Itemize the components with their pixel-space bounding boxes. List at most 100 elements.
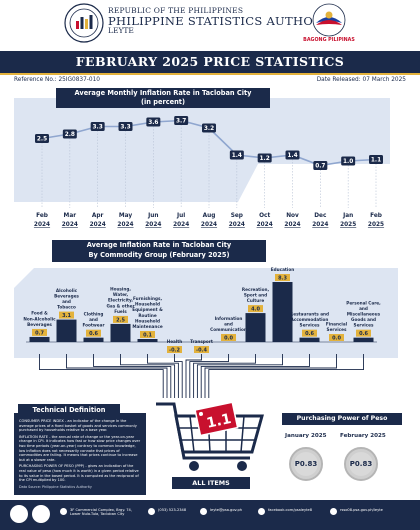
bar-chart-bar: [83, 337, 104, 342]
globe-icon: [330, 508, 337, 515]
bar-chart-value-label: -0.2: [169, 348, 180, 354]
bar-chart-title-line-1: Average Inflation Rate in Tacloban City: [86, 241, 232, 249]
bar-chart-title-line-2: By Commodity Group (February 2025): [88, 250, 230, 259]
bar-chart-value-badge: [194, 346, 209, 353]
bar-chart-value-badge: [329, 334, 344, 341]
line-chart-value-badge: [174, 116, 189, 125]
bar-chart-bar: [56, 319, 77, 342]
bar-chart-connector-line: [193, 354, 256, 398]
footer: 3F Commercial Complex, Brgy. 74, Lower N…: [0, 500, 420, 530]
bar-chart-value-badge: [248, 305, 263, 313]
bagong-pilipinas-logo-icon: [312, 3, 346, 37]
bar-chart-connector-line: [200, 354, 310, 398]
monthly-inflation-line-chart: 2.52.83.3 3.33.6 3.73.21.4 1.2 1.40.71.0 1.1 …: [0, 84, 420, 236]
line-chart-value-badge: [257, 153, 272, 163]
footer-email[interactable]: leyte@psa.gov.ph: [210, 508, 243, 512]
title-underline: [0, 73, 420, 75]
bar-chart-category-label: Housing, Water, Electricity, Gas & other Fue…: [106, 287, 135, 314]
ppp-february-coin: P0.83: [344, 447, 378, 481]
bar-chart-value-badge: [356, 329, 371, 337]
bar-chart-category-label: Food & Non-Alcoholic Beverages: [23, 311, 56, 327]
line-chart-value-badge: [90, 122, 105, 131]
partner-logo-text: BAGONG PILIPINAS: [303, 38, 355, 43]
bar-chart-connector-line: [147, 354, 179, 398]
bar-chart-connector-line: [120, 354, 176, 398]
line-chart-year-label: 2024: [257, 222, 273, 228]
bar-chart-value-label: 0.1: [143, 333, 152, 339]
definition-cpi: CONSUMER PRICE INDEX - an indicator of t…: [19, 419, 137, 433]
line-chart-year-label: 2024: [145, 222, 161, 228]
header-line-1: REPUBLIC OF THE PHILIPPINES: [108, 6, 244, 15]
psa-footer-logo-icon: [10, 505, 28, 523]
line-chart-month-label: Sep: [231, 213, 243, 219]
line-chart-month-label: Aug: [203, 213, 216, 219]
all-items-inflation-value: 1.1: [205, 411, 233, 432]
email-icon: [200, 508, 207, 515]
line-chart-value-badge: [202, 123, 216, 133]
bar-chart-bar: [353, 337, 374, 342]
bar-chart-connector-line: [93, 354, 172, 398]
bagong-pilipinas-footer-logo-icon: [32, 505, 50, 523]
line-chart-value-badge: [35, 134, 49, 143]
line-chart-value-badge: [146, 117, 161, 127]
bar-chart-title: Average Inflation Rate in Tacloban City …: [52, 240, 266, 262]
bar-chart-value-label: 0.6: [305, 331, 314, 337]
line-chart-value-label: 3.2: [204, 126, 214, 132]
line-chart-month-label: May: [119, 213, 133, 219]
footer-website[interactable]: rsso08.psa.gov.ph/leyte: [340, 508, 383, 512]
psa-seal-icon: [64, 3, 104, 43]
ppp-february-label: February 2025: [340, 433, 386, 439]
bar-chart-bar: [299, 337, 320, 342]
header: REPUBLIC OF THE PHILIPPINES PHILIPPINE S…: [0, 0, 420, 50]
line-chart-value-label: 2.8: [65, 132, 75, 138]
line-chart-value-badge: [62, 129, 77, 139]
location-pin-icon: [60, 508, 67, 515]
facebook-icon: [258, 508, 265, 515]
footer-address: 3F Commercial Complex, Brgy. 74, Lower N…: [70, 508, 132, 517]
line-chart-month-label: Jan: [342, 213, 353, 219]
bar-chart-connector-line: [66, 354, 168, 398]
bar-chart-category-label: Restaurants and Accommodation Services: [290, 311, 329, 327]
line-chart-year-label: 2024: [117, 222, 133, 228]
line-chart-month-label: Oct: [259, 213, 270, 219]
bar-chart-connector-line: [189, 354, 229, 398]
line-chart-value-badge: [341, 156, 356, 166]
bar-chart-value-badge: [275, 274, 290, 281]
bar-chart-connector-line: [39, 354, 164, 398]
bar-chart-value-label: 0.0: [224, 336, 233, 342]
line-chart-title-line-1: Average Monthly Inflation Rate in Taclob…: [74, 89, 252, 97]
bar-chart-value-label: 0.7: [35, 330, 44, 336]
footer-phone: (053) 523-2348: [158, 508, 187, 512]
line-chart-value-label: 1.0: [343, 159, 353, 165]
line-chart-value-badge: [229, 150, 244, 160]
bar-chart-value-label: 0.6: [359, 331, 368, 337]
line-chart-year-label: 2025: [368, 222, 384, 228]
bar-chart-connector-line: [204, 354, 337, 398]
line-chart-month-label: Nov: [286, 213, 299, 219]
bar-chart-value-label: 4.0: [251, 307, 260, 313]
bar-chart-bar: [29, 336, 50, 342]
bar-chart-value-badge: [302, 329, 317, 337]
bar-chart-connector-line: [185, 354, 202, 398]
bar-chart-category-label: Transport: [190, 339, 213, 344]
bar-chart-value-label: 3.1: [62, 313, 71, 319]
bar-chart-connector-line: [174, 354, 183, 398]
line-chart-year-label: 2024: [90, 222, 106, 228]
bar-chart-value-label: 2.5: [116, 317, 125, 323]
line-chart-year-label: 2025: [340, 222, 356, 228]
bar-chart-category-label: Alcoholic Beverages and Tobacco: [54, 288, 79, 310]
phone-icon: [148, 508, 155, 515]
bar-chart-value-badge: [59, 311, 74, 319]
technical-definition-box: CONSUMER PRICE INDEX - an indicator of t…: [14, 413, 146, 495]
line-chart-title: Average Monthly Inflation Rate in Taclob…: [56, 88, 270, 108]
line-chart-value-label: 3.7: [176, 119, 186, 125]
line-chart-year-label: 2024: [312, 222, 328, 228]
bar-chart-value-label: 0.6: [89, 331, 98, 337]
line-chart-month-label: Jun: [147, 213, 158, 219]
line-chart-value-label: 3.3: [120, 125, 130, 131]
footer-facebook[interactable]: facebook.com/psaleyte8: [268, 508, 313, 512]
bar-chart-value-label: 8.3: [278, 276, 287, 282]
commodity-inflation-bar-chart: 0.7 3.1 0.6 2.5 0.1 -0.2 -0.4 0.0 4.0 8.3 0.6 0.0 0.…: [14, 267, 398, 398]
bar-chart-category-label: Education: [271, 267, 294, 272]
bar-chart-category-label: Personal Care, and Miscellaneous Goods and S…: [346, 300, 381, 327]
